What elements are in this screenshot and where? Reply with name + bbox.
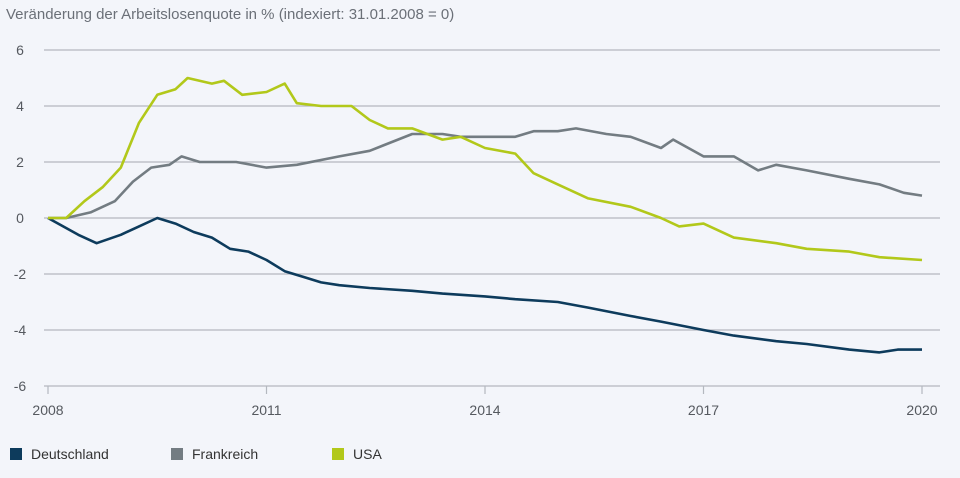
legend-swatch [10,448,22,460]
y-tick-label: -4 [14,322,27,338]
y-tick-label: 6 [16,42,24,58]
x-tick-label: 2017 [688,402,719,418]
legend-label: Frankreich [192,446,259,462]
y-tick-label: 0 [16,210,24,226]
y-tick-label: 4 [16,98,24,114]
legend-label: USA [353,446,382,462]
x-tick-label: 2011 [251,402,281,418]
legend: Deutschland Frankreich USA [10,446,493,462]
legend-item: USA [332,446,493,462]
x-tick-label: 2008 [32,402,63,418]
y-tick-label: -2 [14,266,27,282]
x-tick-label: 2014 [469,402,500,418]
legend-item: Frankreich [171,446,332,462]
x-tick-label: 2020 [906,402,937,418]
y-tick-label: -6 [14,378,27,394]
y-tick-label: 2 [16,154,24,170]
legend-swatch [171,448,183,460]
legend-label: Deutschland [31,446,109,462]
legend-item: Deutschland [10,446,171,462]
series-line-deutschland [47,216,922,354]
line-chart: 6 4 2 0 -2 -4 -6 2008 2011 2014 2017 2020 [14,42,940,418]
chart-title: Veränderung der Arbeitslosenquote in % (… [6,6,455,23]
series-line-usa [48,76,923,262]
legend-swatch [332,448,344,460]
series-line-frankreich [48,127,923,220]
